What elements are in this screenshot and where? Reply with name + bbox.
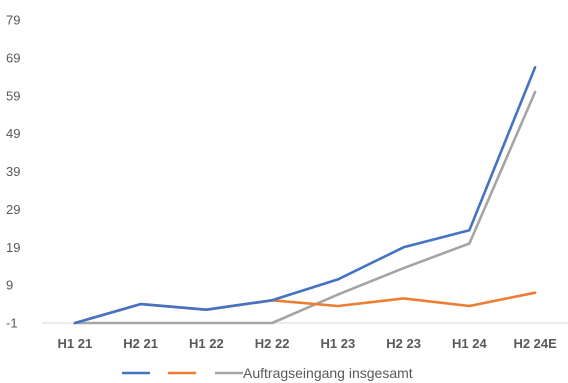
legend: Auftragseingang insgesamt — [122, 365, 413, 381]
x-tick-label: H2 24E — [513, 336, 557, 351]
x-tick-label: H2 22 — [255, 336, 290, 351]
y-tick-label: 79 — [6, 13, 20, 28]
series-line-3 — [73, 90, 537, 325]
legend-label: Auftragseingang insgesamt — [243, 365, 413, 381]
y-tick-label: 19 — [6, 240, 20, 255]
x-tick-label: H2 21 — [123, 336, 158, 351]
y-tick-label: 9 — [6, 278, 13, 293]
y-tick-label: -1 — [6, 316, 18, 331]
plot-lines — [73, 66, 537, 325]
x-tick-label: H1 22 — [189, 336, 224, 351]
y-tick-label: 49 — [6, 126, 20, 141]
y-axis-labels: -1 9 19 29 39 49 59 69 79 — [6, 13, 20, 331]
y-tick-label: 69 — [6, 50, 20, 65]
series-line-1 — [73, 66, 537, 325]
x-tick-label: H2 23 — [386, 336, 421, 351]
y-tick-label: 39 — [6, 164, 20, 179]
y-tick-label: 59 — [6, 88, 20, 103]
x-tick-label: H1 24 — [452, 336, 487, 351]
y-tick-label: 29 — [6, 202, 20, 217]
x-tick-label: H1 23 — [321, 336, 356, 351]
x-axis-labels: H1 21 H2 21 H1 22 H2 22 H1 23 H2 23 H1 24 H2 24… — [58, 336, 558, 351]
x-tick-label: H1 21 — [58, 336, 93, 351]
